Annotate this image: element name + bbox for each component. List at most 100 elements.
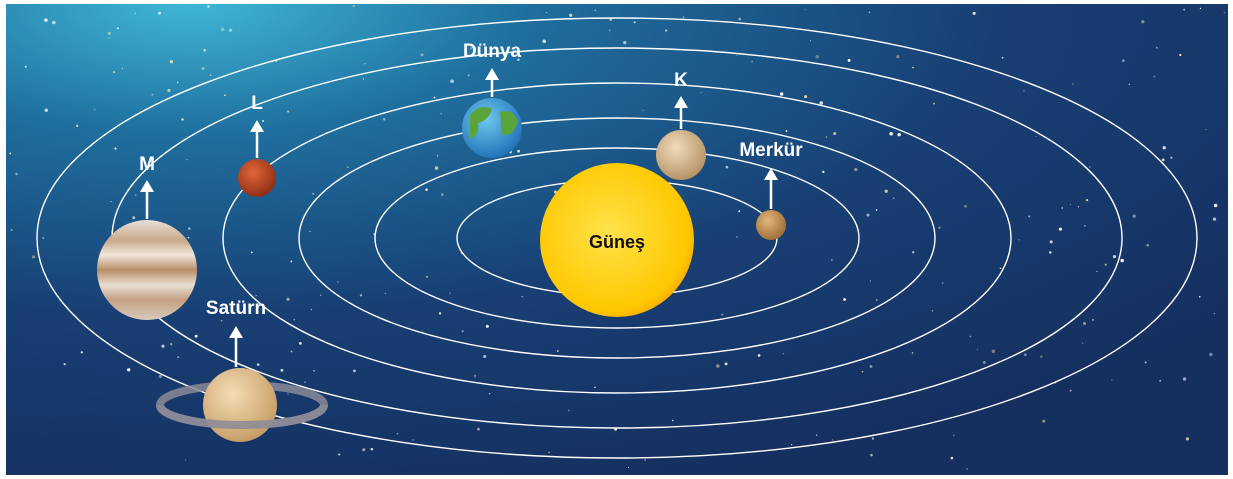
- star: [791, 444, 792, 445]
- star: [521, 296, 523, 298]
- star: [644, 459, 646, 461]
- planet-mercury: [756, 210, 786, 240]
- star: [449, 292, 450, 293]
- planet-label: L: [251, 93, 263, 114]
- star: [1183, 377, 1186, 380]
- star: [110, 201, 111, 202]
- star: [347, 166, 349, 168]
- star: [726, 166, 729, 169]
- star: [973, 12, 976, 15]
- star: [313, 370, 315, 372]
- star: [786, 130, 788, 132]
- star: [867, 214, 870, 217]
- star: [970, 336, 972, 338]
- star: [870, 280, 871, 281]
- star: [42, 237, 44, 239]
- star: [114, 147, 116, 149]
- star: [1023, 90, 1024, 91]
- star: [440, 113, 442, 115]
- star: [203, 49, 206, 52]
- star: [422, 331, 423, 332]
- star: [546, 12, 547, 13]
- star: [188, 237, 190, 239]
- star: [81, 351, 83, 353]
- star: [862, 371, 864, 373]
- star: [1163, 146, 1166, 149]
- star: [1145, 361, 1147, 363]
- star: [290, 261, 292, 263]
- star: [135, 194, 137, 196]
- star: [683, 16, 685, 18]
- star: [309, 231, 310, 232]
- star: [311, 309, 313, 311]
- star: [122, 68, 123, 69]
- star: [1120, 259, 1124, 263]
- star: [568, 410, 569, 411]
- star: [1129, 84, 1130, 85]
- star: [52, 21, 56, 25]
- star: [751, 61, 753, 63]
- star: [912, 352, 914, 354]
- star: [609, 18, 611, 20]
- star: [854, 168, 857, 171]
- star: [25, 66, 27, 68]
- star: [117, 27, 119, 29]
- star: [360, 294, 362, 296]
- star: [363, 78, 364, 79]
- star: [1122, 59, 1125, 62]
- star: [810, 40, 811, 41]
- star: [1082, 343, 1083, 344]
- star: [441, 193, 444, 196]
- star: [548, 452, 549, 453]
- planet-m: [97, 220, 197, 320]
- star: [819, 101, 823, 105]
- star: [185, 460, 186, 461]
- star: [897, 133, 900, 136]
- star: [170, 343, 173, 346]
- star: [783, 353, 784, 354]
- star: [736, 236, 737, 237]
- star: [517, 150, 520, 153]
- star: [474, 375, 475, 376]
- star: [885, 190, 888, 193]
- star: [207, 5, 210, 8]
- star: [135, 13, 136, 14]
- star: [224, 94, 226, 96]
- sun-label: Güneş: [589, 232, 645, 252]
- star: [371, 448, 374, 451]
- star: [210, 75, 211, 76]
- star: [287, 110, 289, 112]
- star: [738, 18, 741, 21]
- star: [1162, 158, 1165, 161]
- star: [642, 110, 643, 111]
- star: [286, 298, 289, 301]
- star: [815, 55, 819, 59]
- star: [255, 295, 256, 296]
- star: [421, 54, 424, 57]
- star: [665, 29, 667, 31]
- star: [1159, 380, 1161, 382]
- star: [1002, 57, 1004, 59]
- star: [291, 351, 293, 353]
- star: [152, 94, 154, 96]
- star: [569, 14, 572, 17]
- star: [170, 60, 173, 63]
- star: [721, 314, 723, 316]
- star: [1186, 437, 1189, 440]
- star: [634, 21, 636, 23]
- star: [132, 216, 135, 219]
- star: [474, 376, 476, 378]
- star: [397, 433, 399, 435]
- star: [1050, 240, 1053, 243]
- star: [738, 210, 740, 212]
- star: [1096, 271, 1097, 272]
- star: [1209, 353, 1212, 356]
- star: [195, 335, 198, 338]
- star: [64, 363, 66, 365]
- star: [1200, 8, 1201, 9]
- star: [113, 71, 115, 73]
- star: [977, 349, 978, 350]
- star: [320, 295, 321, 296]
- star: [1084, 225, 1086, 227]
- star: [912, 67, 914, 69]
